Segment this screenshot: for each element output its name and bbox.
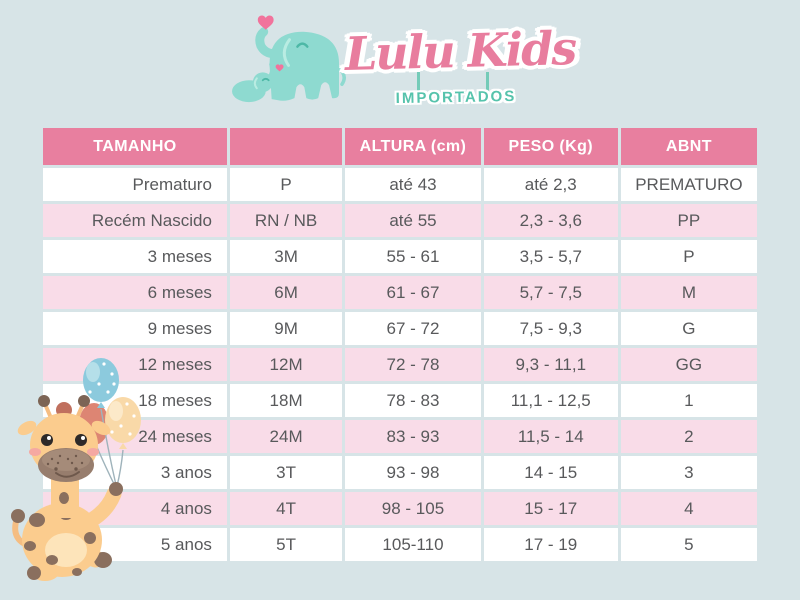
giraffe-with-balloons-illustration [11,358,141,581]
table-cell: 83 - 93 [345,420,481,453]
table-cell: 9 meses [43,312,227,345]
table-cell: 2 [620,420,757,453]
table-row: 3 anos 3T 93 - 98 14 - 15 3 [43,456,757,489]
table-cell: 11,1 - 12,5 [483,384,618,417]
table-cell: P [620,240,757,273]
table-header-row: TAMANHO ALTURA (cm) PESO (Kg) ABNT [43,128,757,165]
brand-title: Lulu Kids [344,20,576,82]
table-row: 4 anos 4T 98 - 105 15 - 17 4 [43,492,757,525]
table-cell: 5T [229,528,343,561]
table-cell: 11,5 - 14 [483,420,618,453]
table-cell: 3 meses [43,240,227,273]
table-row: 9 meses 9M 67 - 72 7,5 - 9,3 G [43,312,757,345]
column-header: ALTURA (cm) [345,128,481,165]
table-cell: 72 - 78 [345,348,481,381]
table-cell: 15 - 17 [483,492,618,525]
table-cell: 24M [229,420,343,453]
elephant-logo-icon [232,15,346,103]
table-row: 6 meses 6M 61 - 67 5,7 - 7,5 M [43,276,757,309]
table-cell: 17 - 19 [483,528,618,561]
table-row: 12 meses 12M 72 - 78 9,3 - 11,1 GG [43,348,757,381]
table-cell: 3T [229,456,343,489]
brand-badge: IMPORTADOS [395,87,517,108]
table-row: 3 meses 3M 55 - 61 3,5 - 5,7 P [43,240,757,273]
table-cell: 6 meses [43,276,227,309]
table-cell: 18M [229,384,343,417]
table-row: 18 meses 18M 78 - 83 11,1 - 12,5 1 [43,384,757,417]
table-cell: até 55 [345,204,481,237]
table-cell: RN / NB [229,204,343,237]
table-cell: 3 [620,456,757,489]
column-header: PESO (Kg) [483,128,618,165]
table-cell: 105-110 [345,528,481,561]
table-row: Recém Nascido RN / NB até 55 2,3 - 3,6 PP [43,204,757,237]
table-cell: até 43 [345,168,481,201]
table-cell: 5 [620,528,757,561]
table-cell: 12M [229,348,343,381]
table-cell: 55 - 61 [345,240,481,273]
column-header [229,128,343,165]
table-cell: 9,3 - 11,1 [483,348,618,381]
table-cell: 4 [620,492,757,525]
table-cell: 3,5 - 5,7 [483,240,618,273]
table-cell: 1 [620,384,757,417]
table-cell: 5,7 - 7,5 [483,276,618,309]
table-cell: 9M [229,312,343,345]
column-header: ABNT [620,128,757,165]
table-cell: 7,5 - 9,3 [483,312,618,345]
table-cell: Prematuro [43,168,227,201]
table-cell: 78 - 83 [345,384,481,417]
table-cell: PP [620,204,757,237]
table-cell: 98 - 105 [345,492,481,525]
column-header: TAMANHO [43,128,227,165]
table-cell: 67 - 72 [345,312,481,345]
size-chart-table: TAMANHO ALTURA (cm) PESO (Kg) ABNT Prematur… [40,125,760,564]
table-cell: P [229,168,343,201]
table-cell: 12 meses [43,348,227,381]
table-cell: GG [620,348,757,381]
table-cell: 2,3 - 3,6 [483,204,618,237]
table-cell: 14 - 15 [483,456,618,489]
table-cell: G [620,312,757,345]
table-cell: PREMATURO [620,168,757,201]
table-cell: 3M [229,240,343,273]
table-cell: M [620,276,757,309]
badge-connector-line [417,72,420,96]
table-cell: 61 - 67 [345,276,481,309]
table-cell: 93 - 98 [345,456,481,489]
table-cell: 4T [229,492,343,525]
table-cell: Recém Nascido [43,204,227,237]
table-cell: 6M [229,276,343,309]
table-cell: até 2,3 [483,168,618,201]
badge-connector-line [486,72,489,96]
